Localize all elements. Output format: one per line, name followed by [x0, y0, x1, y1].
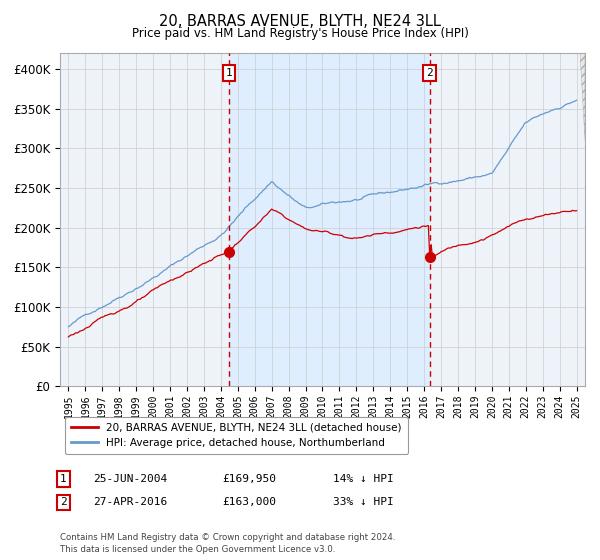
Text: 33% ↓ HPI: 33% ↓ HPI: [333, 497, 394, 507]
Text: £169,950: £169,950: [222, 474, 276, 484]
Text: 27-APR-2016: 27-APR-2016: [93, 497, 167, 507]
Bar: [229, 53, 430, 386]
Text: 14% ↓ HPI: 14% ↓ HPI: [333, 474, 394, 484]
Legend: 20, BARRAS AVENUE, BLYTH, NE24 3LL (detached house), HPI: Average price, detache: 20, BARRAS AVENUE, BLYTH, NE24 3LL (deta…: [65, 417, 407, 454]
Text: 2: 2: [426, 68, 433, 78]
Text: 25-JUN-2004: 25-JUN-2004: [93, 474, 167, 484]
Text: 20, BARRAS AVENUE, BLYTH, NE24 3LL: 20, BARRAS AVENUE, BLYTH, NE24 3LL: [159, 14, 441, 29]
Text: 1: 1: [226, 68, 232, 78]
Text: £163,000: £163,000: [222, 497, 276, 507]
Text: 2: 2: [60, 497, 67, 507]
Text: Price paid vs. HM Land Registry's House Price Index (HPI): Price paid vs. HM Land Registry's House …: [131, 27, 469, 40]
Text: 1: 1: [60, 474, 67, 484]
Polygon shape: [580, 53, 585, 141]
Text: Contains HM Land Registry data © Crown copyright and database right 2024.
This d: Contains HM Land Registry data © Crown c…: [60, 533, 395, 554]
